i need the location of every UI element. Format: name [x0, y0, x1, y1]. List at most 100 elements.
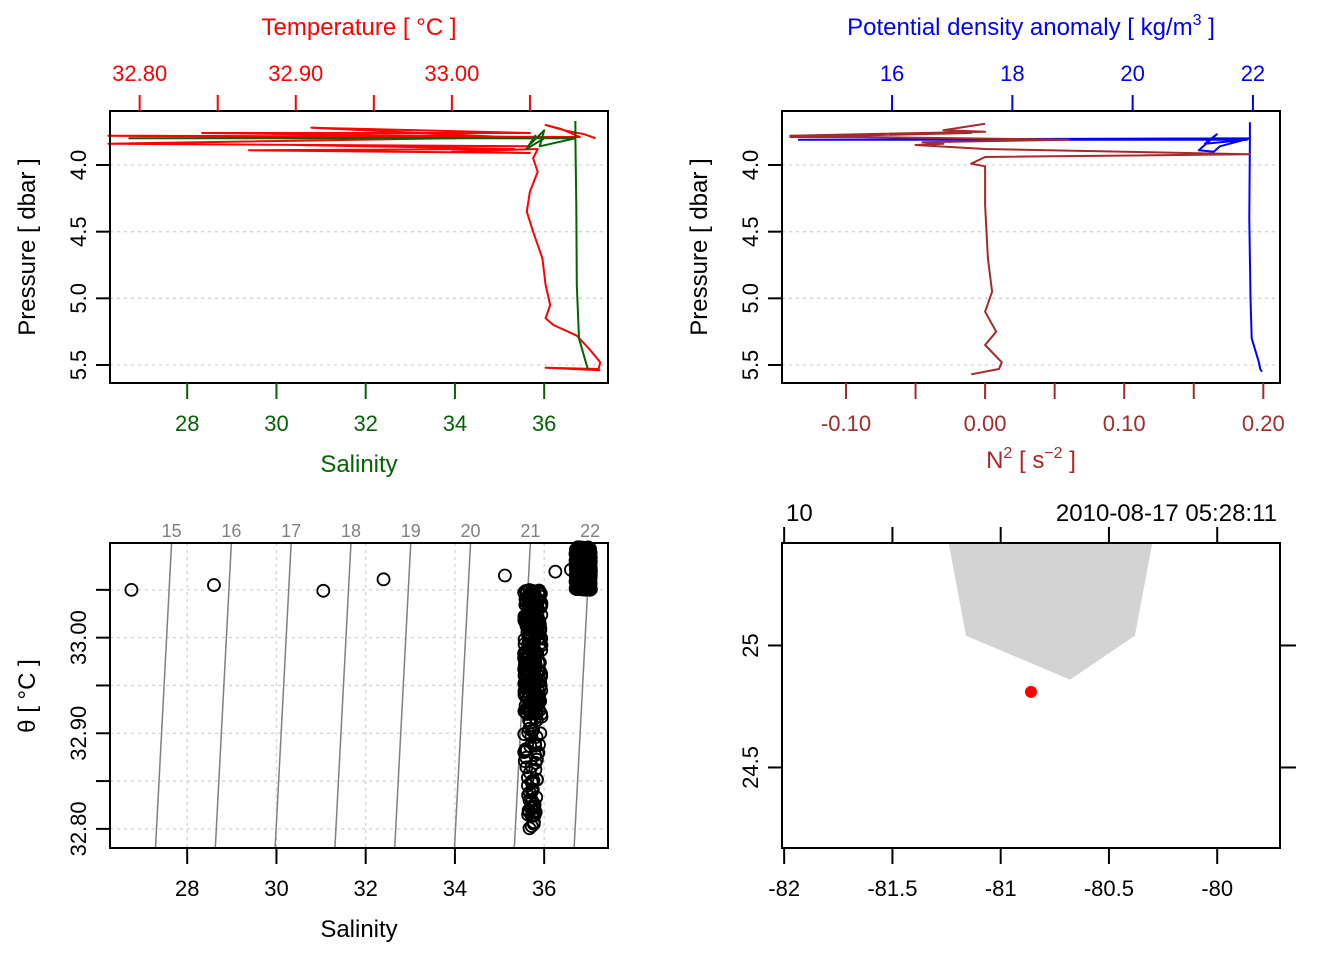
panel-station-map: 24.5 25 -82 -81.5 -81 -80.5 -80 [738, 527, 1296, 901]
ts-point [532, 584, 546, 599]
salinity-axis-tick-label: 30 [264, 876, 288, 901]
n2-axis-title-base: N [986, 447, 1003, 474]
theta-axis-title: θ [ °C ] [14, 659, 41, 733]
theta-axis-tick-label: 32.80 [66, 801, 91, 856]
n2-axis-title: N2 [ s−2 ] [986, 445, 1076, 474]
ts-point [571, 540, 585, 555]
ts-point [498, 568, 512, 583]
salinity-axis-tick-label: 28 [175, 876, 199, 901]
ts-point [524, 819, 539, 833]
pressure-axis-tick-label: 4.0 [66, 150, 91, 181]
ts-point [574, 564, 588, 578]
plot-frame [109, 110, 609, 384]
pressure-axis-title-right: Pressure [ dbar ] [686, 158, 713, 335]
pressure-axis-tick-label: 5.0 [66, 283, 91, 314]
isopycnal-label: 17 [281, 521, 301, 541]
ts-salinity-axis-title: Salinity [320, 916, 397, 943]
temperature-line [107, 124, 602, 372]
latitude-axis-tick-label: 24.5 [738, 746, 763, 789]
pressure-axis-tick-label: 5.5 [738, 350, 763, 381]
longitude-axis-tick-label: -81.5 [867, 876, 917, 901]
n2-line [789, 122, 1251, 376]
station-marker [1025, 685, 1037, 698]
longitude-axis-tick-label: -82 [768, 876, 800, 901]
isopycnal-label: 20 [461, 521, 481, 541]
ts-point [528, 737, 542, 752]
isopycnal-line [214, 542, 233, 849]
salinity-axis-title: Salinity [320, 451, 397, 478]
panel-ts-profile: 4.0 4.5 5.0 5.5 32.80 32.90 33.00 28 30 32 34 36 [66, 61, 609, 436]
isopycnal-label: 19 [401, 521, 421, 541]
density-line [797, 122, 1263, 373]
salinity-axis-tick-label: 28 [175, 411, 199, 436]
map-frame [781, 542, 1281, 849]
ts-point [519, 760, 534, 775]
salinity-axis-tick-label: 32 [353, 411, 377, 436]
density-axis-tick-label: 22 [1241, 61, 1265, 86]
isopycnal-line [393, 542, 412, 849]
pressure-axis-tick-label: 4.0 [738, 150, 763, 181]
n2-axis-title-sup2: −2 [1044, 445, 1062, 462]
ts-point [524, 759, 539, 774]
ts-point [207, 578, 221, 592]
n2-axis-title-tail: ] [1063, 447, 1076, 474]
n2-axis-tick-label: 0.10 [1103, 411, 1146, 436]
ts-point [526, 816, 541, 831]
theta-axis-tick-label: 32.90 [66, 706, 91, 761]
ts-point [523, 715, 537, 730]
isopycnal-label: 16 [221, 521, 241, 541]
salinity-axis-tick-label: 36 [532, 876, 556, 901]
ts-point [524, 774, 539, 789]
ts-point [531, 614, 546, 628]
temperature-axis-title: Temperature [ °C ] [262, 14, 457, 41]
ts-point [522, 583, 537, 597]
isopycnal-line [274, 542, 292, 849]
ts-point [581, 567, 595, 582]
isopycnal-label: 22 [580, 521, 600, 541]
ts-point [316, 583, 331, 598]
salinity-line [128, 121, 589, 370]
ts-point [581, 540, 596, 555]
density-axis-title-tail: ] [1202, 14, 1215, 41]
plot-frame [781, 110, 1281, 384]
panel-ts-diagram: 15 16 17 18 19 20 21 22 32.80 32.90 33.00 28 30 32 34 3… [66, 521, 609, 901]
ts-point [527, 670, 541, 685]
longitude-axis-tick-label: -80 [1201, 876, 1233, 901]
ts-point [522, 592, 537, 607]
density-axis-title: Potential density anomaly [ kg/m3 ] [847, 12, 1215, 41]
salinity-axis-tick-label: 30 [264, 411, 288, 436]
salinity-axis-tick-label: 36 [532, 411, 556, 436]
ts-point [525, 794, 540, 809]
n2-axis-title-mid: [ s [1012, 447, 1044, 474]
map-station-label: 10 [786, 500, 813, 527]
ts-point [530, 746, 545, 761]
density-axis-tick-label: 18 [1000, 61, 1024, 86]
density-axis-tick-label: 20 [1120, 61, 1144, 86]
n2-axis-title-sup: 2 [1003, 445, 1012, 462]
longitude-axis-tick-label: -81 [985, 876, 1017, 901]
isopycnal-label: 21 [520, 521, 540, 541]
isopycnal-label: 15 [162, 521, 182, 541]
ts-point [576, 566, 590, 580]
pressure-axis-tick-label: 5.0 [738, 283, 763, 314]
isopycnal-line [453, 542, 472, 849]
n2-axis-tick-label: 0.20 [1242, 411, 1285, 436]
isopycnal-line [334, 542, 352, 849]
pressure-axis-title-left: Pressure [ dbar ] [14, 158, 41, 335]
isopycnal-label: 18 [341, 521, 361, 541]
ts-point [526, 613, 540, 627]
pressure-axis-tick-label: 5.5 [66, 350, 91, 381]
latitude-axis-tick-label: 25 [738, 633, 763, 657]
longitude-axis-tick-label: -80.5 [1084, 876, 1134, 901]
ts-point [522, 785, 537, 800]
ts-point [530, 713, 544, 727]
density-axis-tick-label: 16 [880, 61, 904, 86]
temperature-axis-tick-label: 33.00 [424, 61, 479, 86]
n2-axis-tick-label: -0.10 [821, 411, 871, 436]
temperature-axis-tick-label: 32.90 [268, 61, 323, 86]
ts-point [529, 621, 544, 635]
isopycnal-line [154, 542, 173, 849]
ts-point [581, 577, 595, 592]
ts-point [518, 651, 533, 666]
